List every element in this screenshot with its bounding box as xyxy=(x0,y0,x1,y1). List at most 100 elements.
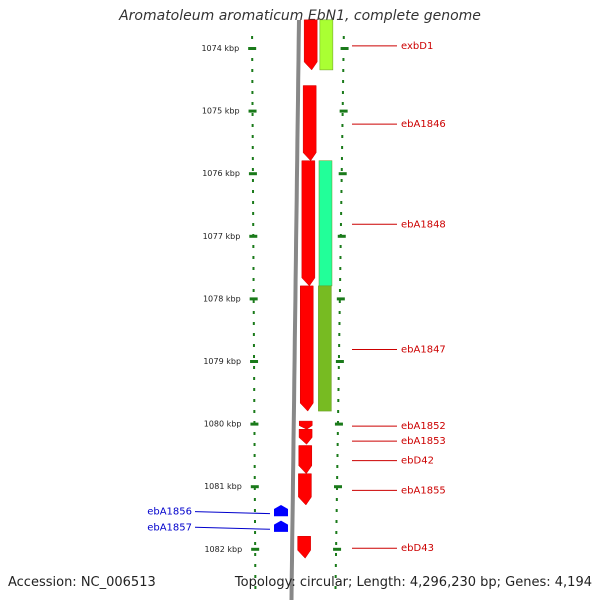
ruler-dot xyxy=(254,542,257,545)
ruler-dot xyxy=(251,69,254,72)
genome-summary: Topology: circular; Length: 4,296,230 bp… xyxy=(234,575,592,590)
gene-label[interactable]: ebA1857 xyxy=(147,522,192,533)
ruler-dot xyxy=(253,388,256,391)
gene-arrow[interactable] xyxy=(297,536,311,559)
ruler-dot xyxy=(252,322,255,325)
ruler-dot xyxy=(254,575,257,578)
genome-backbone xyxy=(289,19,301,600)
gene-track xyxy=(274,19,318,559)
ruler-dot xyxy=(253,476,256,479)
ruler-dot xyxy=(342,36,345,39)
ruler-dot xyxy=(335,487,338,490)
ruler-dot xyxy=(251,80,254,83)
ruler-dot xyxy=(340,168,343,171)
ruler-dot xyxy=(251,36,254,39)
gene-arrow[interactable] xyxy=(299,285,314,412)
label-leader-line xyxy=(194,511,271,515)
gene-label[interactable]: ebD42 xyxy=(401,456,434,467)
ruler-dot xyxy=(337,355,340,358)
gene-label[interactable]: exbD1 xyxy=(401,41,433,52)
ruler-tick-label: 1079 kbp xyxy=(203,357,241,366)
ruler-dot xyxy=(335,520,338,523)
ruler-dot xyxy=(335,542,338,545)
ruler-tick-label: 1080 kbp xyxy=(204,420,242,429)
ruler-dot xyxy=(337,377,340,380)
gene-arrow[interactable] xyxy=(298,473,312,506)
ruler-tick xyxy=(248,172,257,176)
gene-arrow[interactable] xyxy=(274,520,288,532)
ruler-dot xyxy=(336,454,339,457)
ruler-tick xyxy=(250,360,259,363)
ruler-tick xyxy=(333,547,342,551)
ruler-tick-label: 1082 kbp xyxy=(204,545,242,554)
ruler-dot xyxy=(334,575,337,578)
gene-label[interactable]: ebA1846 xyxy=(401,119,446,130)
feature-bar xyxy=(318,285,332,412)
ruler-tick xyxy=(340,47,349,50)
ruler-dot xyxy=(254,564,257,567)
ruler-dot xyxy=(339,245,342,248)
gene-label[interactable]: ebA1855 xyxy=(401,485,446,496)
ruler-dot xyxy=(337,399,340,402)
gene-label[interactable]: ebA1856 xyxy=(147,507,192,518)
ruler-dot xyxy=(341,124,344,127)
ruler-dot xyxy=(338,300,341,303)
gene-arrow[interactable] xyxy=(301,160,316,287)
ruler-tick xyxy=(335,360,344,363)
ruler-dot xyxy=(253,498,256,501)
ruler-dot xyxy=(335,531,338,534)
ruler-dot xyxy=(340,190,343,193)
ruler-dot xyxy=(339,223,342,226)
ruler-dot xyxy=(253,509,256,512)
ruler-tick-label: 1075 kbp xyxy=(202,107,240,116)
gene-arrow[interactable] xyxy=(298,445,313,475)
ruler-dot xyxy=(334,564,337,567)
gene-arrow[interactable] xyxy=(298,428,313,445)
feature-bar xyxy=(318,160,333,287)
ruler-dot xyxy=(340,179,343,182)
ruler-dot xyxy=(252,344,255,347)
ruler-dot xyxy=(251,102,254,105)
ruler-dot xyxy=(338,322,341,325)
ruler-dot xyxy=(339,256,342,259)
ruler-dot xyxy=(341,91,344,94)
ruler-dot xyxy=(252,190,255,193)
gene-arrow[interactable] xyxy=(302,85,317,162)
gene-label[interactable]: ebA1847 xyxy=(401,344,446,355)
gene-arrow[interactable] xyxy=(303,19,318,71)
ruler-dot xyxy=(336,421,339,424)
gene-label[interactable]: ebA1852 xyxy=(401,421,446,432)
ruler-dot xyxy=(254,586,257,589)
ruler-dot xyxy=(252,223,255,226)
gene-arrow[interactable] xyxy=(274,504,288,517)
ruler-dot xyxy=(253,465,256,468)
ruler-tick xyxy=(249,297,258,301)
ruler-dot xyxy=(253,366,256,369)
ruler-tick xyxy=(248,47,257,50)
ruler-dot xyxy=(251,157,254,160)
gene-label[interactable]: ebA1853 xyxy=(401,436,446,447)
ruler-tick-label: 1078 kbp xyxy=(203,294,241,303)
ruler-dot xyxy=(342,69,345,72)
map-title: Aromatoleum aromaticum EbN1, complete ge… xyxy=(119,8,481,24)
ruler-dot xyxy=(251,58,254,61)
ruler-dot xyxy=(253,399,256,402)
gene-arrow[interactable] xyxy=(298,420,313,430)
ruler-dot xyxy=(340,212,343,215)
ruler-dot xyxy=(341,146,344,149)
ruler-tick-label: 1077 kbp xyxy=(203,232,241,241)
ruler-dot xyxy=(336,432,339,435)
ruler-tick xyxy=(337,234,346,238)
ruler-dot xyxy=(253,355,256,358)
ruler-tick xyxy=(248,109,257,113)
feature-track xyxy=(318,19,334,412)
gene-label[interactable]: ebD43 xyxy=(401,543,434,554)
ruler-dot xyxy=(338,333,341,336)
ruler-dot xyxy=(341,102,344,105)
ruler-dot xyxy=(253,410,256,413)
ruler-dot xyxy=(337,410,340,413)
ruler-dot xyxy=(340,201,343,204)
gene-label[interactable]: ebA1848 xyxy=(401,219,446,230)
ruler-dot xyxy=(336,465,339,468)
